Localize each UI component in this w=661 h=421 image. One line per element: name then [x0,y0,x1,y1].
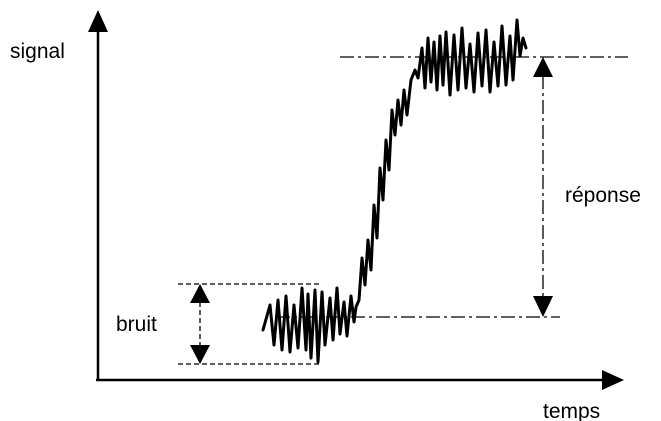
noise-measure [190,284,210,364]
noise-label: bruit [116,313,157,336]
y-axis-label: signal [10,40,65,63]
signal-curve [261,18,528,364]
x-axis-arrowhead [602,370,624,390]
x-axis-label: temps [543,400,600,421]
y-axis-arrowhead [88,10,108,32]
response-measure [533,57,553,317]
axes [88,10,624,390]
response-label: réponse [565,184,641,207]
response-arrow-bottom-icon [533,296,553,317]
noise-arrow-bottom-icon [190,345,210,364]
response-arrow-top-icon [533,57,553,77]
noise-arrow-top-icon [190,284,210,303]
